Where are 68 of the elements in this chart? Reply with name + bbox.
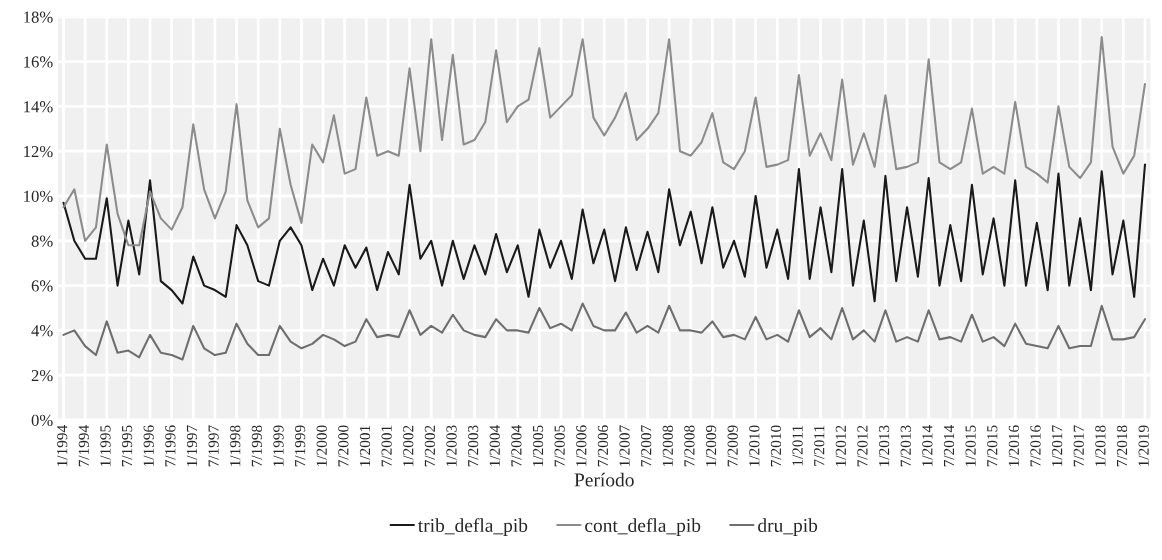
x-tick-label: 1/1994 bbox=[57, 425, 68, 466]
x-tick-label: 1/2008 bbox=[662, 425, 673, 466]
x-tick-label: 1/2010 bbox=[749, 425, 760, 466]
line-series bbox=[62, 163, 1147, 305]
y-tick-label: 10% bbox=[24, 190, 53, 202]
y-tick-label: 14% bbox=[24, 101, 53, 113]
x-tick-label: 7/2006 bbox=[597, 425, 609, 467]
x-tick-label: 7/2000 bbox=[338, 425, 349, 467]
y-tick-label: 0% bbox=[31, 414, 53, 426]
y-tick-label: 16% bbox=[24, 56, 53, 68]
x-tick-label: 7/2017 bbox=[1073, 425, 1084, 467]
x-tick-label: 7/2008 bbox=[684, 425, 695, 467]
legend-label: trib_defla_pib bbox=[418, 518, 528, 536]
x-tick-label: 1/1996 bbox=[143, 425, 154, 466]
x-tick-label: 7/1999 bbox=[294, 425, 306, 467]
x-tick-label: 7/2016 bbox=[1030, 425, 1041, 467]
x-tick-label: 7/2013 bbox=[900, 425, 911, 467]
x-tick-label: 7/1994 bbox=[78, 425, 89, 467]
x-axis-title: Período bbox=[574, 472, 634, 487]
x-tick-label: 1/2002 bbox=[403, 425, 414, 466]
x-tick-label: 7/2010 bbox=[770, 425, 782, 467]
x-tick-label: 7/2001 bbox=[381, 425, 392, 467]
legend-label: cont_defla_pib bbox=[585, 518, 701, 536]
x-tick-label: 7/2012 bbox=[857, 425, 868, 467]
x-tick-label: 7/2007 bbox=[641, 425, 652, 467]
y-tick-label: 8% bbox=[31, 235, 53, 247]
x-tick-label: 7/1998 bbox=[251, 425, 262, 467]
x-tick-label: 7/2002 bbox=[424, 425, 436, 467]
x-tick-label: 1/2012 bbox=[835, 425, 846, 466]
x-tick-label: 7/2004 bbox=[511, 425, 522, 467]
x-tick-label: 7/2015 bbox=[987, 425, 998, 467]
y-tick-label: 4% bbox=[31, 325, 53, 337]
x-tick-label: 7/2003 bbox=[467, 425, 479, 467]
x-tick-label: 1/2017 bbox=[1051, 425, 1063, 466]
y-tick-label: 6% bbox=[31, 280, 53, 292]
x-tick-label: 1/2011 bbox=[792, 425, 803, 466]
x-tick-label: 1/2003 bbox=[446, 425, 457, 466]
x-tick-label: 1/2001 bbox=[359, 425, 371, 466]
x-tick-label: 7/2005 bbox=[554, 425, 565, 467]
y-tick-label: 12% bbox=[24, 145, 53, 158]
x-tick-label: 7/2011 bbox=[814, 425, 825, 466]
x-tick-label: 1/2009 bbox=[705, 425, 717, 466]
y-tick-label: 18% bbox=[24, 11, 53, 23]
x-tick-label: 1/2016 bbox=[1008, 425, 1020, 466]
x-tick-label: 7/1997 bbox=[208, 425, 219, 467]
line-series bbox=[62, 302, 1147, 361]
x-tick-label: 1/2004 bbox=[489, 425, 500, 466]
x-tick-label: 1/1999 bbox=[273, 425, 284, 466]
x-tick-label: 1/2014 bbox=[922, 425, 933, 466]
x-tick-label: 1/2007 bbox=[619, 425, 630, 466]
x-tick-label: 7/2009 bbox=[727, 425, 738, 467]
x-tick-label: 1/2000 bbox=[316, 425, 327, 466]
x-tick-label: 1/1998 bbox=[230, 425, 241, 466]
x-tick-label: 7/1995 bbox=[121, 425, 133, 467]
x-tick-label: 1/2005 bbox=[532, 425, 544, 466]
x-tick-label: 1/2019 bbox=[1138, 425, 1149, 466]
x-tick-label: 7/2018 bbox=[1116, 425, 1128, 467]
x-tick-label: 1/2015 bbox=[965, 425, 976, 466]
x-tick-label: 1/2006 bbox=[576, 425, 587, 466]
x-tick-label: 1/2013 bbox=[878, 425, 890, 466]
x-tick-label: 1/2018 bbox=[1095, 425, 1106, 466]
line-series bbox=[62, 35, 1147, 247]
x-tick-label: 1/1995 bbox=[100, 425, 111, 466]
x-tick-label: 1/1997 bbox=[186, 425, 198, 466]
legend-label: dru_pib bbox=[758, 518, 818, 536]
x-tick-label: 7/2014 bbox=[943, 425, 955, 467]
x-tick-label: 7/1996 bbox=[165, 425, 176, 467]
y-tick-label: 2% bbox=[31, 369, 53, 382]
